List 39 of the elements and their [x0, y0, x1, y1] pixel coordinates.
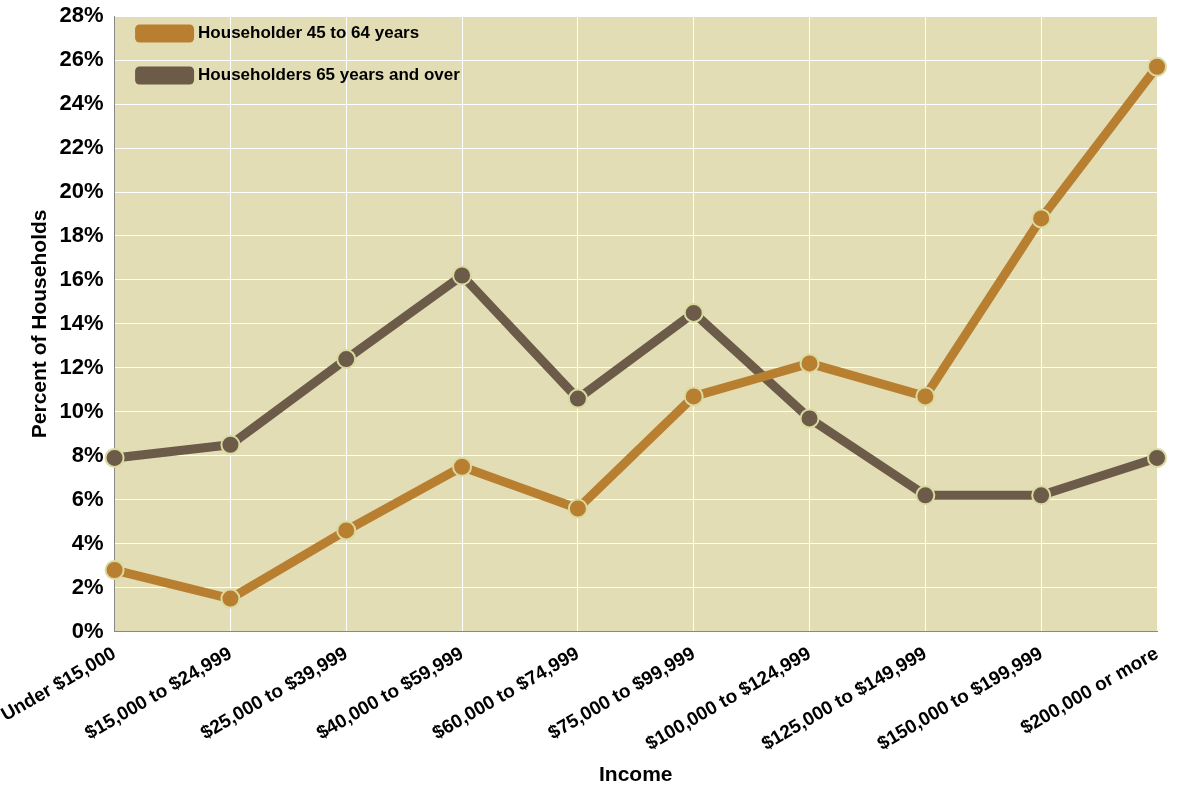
point — [799, 408, 820, 429]
y-tick-label: 6% — [71, 485, 104, 511]
y-tick-label: 10% — [59, 397, 104, 423]
point — [104, 560, 125, 581]
y-tick-label: 8% — [71, 441, 104, 467]
point — [915, 386, 936, 407]
y-tick-label: 16% — [59, 265, 104, 291]
point — [220, 434, 241, 455]
y-tick-label: 28% — [59, 2, 104, 28]
legend-label: Householders 65 years and over — [198, 65, 461, 85]
point — [1031, 208, 1052, 229]
y-tick-label: 4% — [71, 529, 104, 555]
y-axis-title: Percent of Households — [26, 209, 50, 439]
point — [452, 456, 473, 477]
legend-label: Householder 45 to 64 years — [198, 23, 420, 43]
y-tick-label: 22% — [59, 134, 104, 160]
point — [567, 498, 588, 519]
point — [452, 265, 473, 286]
y-tick-label: 18% — [59, 222, 104, 248]
point — [220, 588, 241, 609]
y-tick-label: 12% — [59, 353, 104, 379]
y-tick-label: 24% — [59, 90, 104, 116]
point — [1031, 485, 1052, 506]
y-tick-label: 2% — [71, 573, 104, 599]
point — [567, 388, 588, 409]
point — [336, 349, 357, 370]
y-tick-label: 0% — [71, 617, 104, 643]
x-axis-title: Income — [599, 762, 673, 786]
point — [1147, 447, 1167, 468]
point — [683, 302, 704, 323]
point — [683, 386, 704, 407]
point — [799, 353, 820, 374]
point — [104, 447, 125, 468]
y-tick-label: 26% — [59, 46, 104, 72]
y-tick-label: 14% — [59, 309, 104, 335]
point — [1147, 56, 1167, 77]
y-tick-label: 20% — [59, 178, 104, 204]
point — [915, 485, 936, 506]
point — [336, 520, 357, 541]
